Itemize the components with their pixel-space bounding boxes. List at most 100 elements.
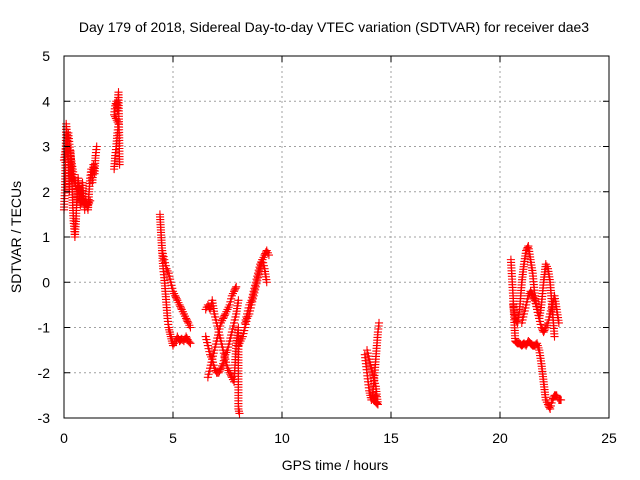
data-point (167, 281, 176, 290)
data-point (523, 243, 532, 252)
data-point (370, 376, 379, 385)
data-point (182, 332, 191, 341)
data-point (214, 368, 223, 377)
data-point (185, 338, 194, 347)
data-point (259, 261, 268, 270)
data-point (526, 287, 535, 296)
data-point (231, 312, 240, 321)
data-point (521, 303, 530, 312)
x-tick-label: 0 (60, 430, 68, 446)
data-point (365, 358, 374, 367)
y-tick-label: -1 (38, 320, 51, 336)
data-point (251, 281, 260, 290)
data-point (547, 398, 556, 407)
data-points (59, 88, 566, 418)
data-point (158, 249, 167, 258)
data-point (219, 346, 228, 355)
data-point (220, 352, 229, 361)
data-point (159, 252, 168, 261)
data-point (368, 367, 377, 376)
data-point (367, 364, 376, 373)
data-point (255, 263, 264, 272)
data-point (243, 306, 252, 315)
data-point (234, 296, 243, 305)
data-point (546, 401, 555, 410)
data-point (208, 355, 217, 364)
data-point (239, 329, 248, 338)
data-point (176, 302, 185, 311)
data-point (374, 318, 384, 328)
y-tick-label: 4 (42, 93, 50, 109)
data-point (543, 400, 553, 409)
data-point (240, 326, 249, 335)
data-point (546, 306, 555, 315)
data-point (207, 358, 216, 367)
data-point (531, 299, 540, 308)
y-tick-label: 5 (42, 48, 50, 64)
data-point (370, 392, 380, 401)
data-point (243, 309, 252, 318)
data-point (554, 318, 563, 328)
data-point (362, 346, 372, 355)
data-point (550, 332, 559, 341)
data-point (203, 300, 212, 309)
data-point (369, 395, 378, 404)
data-point (370, 394, 379, 403)
data-point (518, 315, 527, 325)
data-point (259, 258, 268, 267)
data-point (221, 355, 230, 364)
data-point (222, 361, 231, 370)
data-point (203, 341, 212, 350)
data-point (535, 314, 544, 323)
data-point (253, 269, 263, 278)
data-point (215, 324, 224, 334)
data-point (214, 330, 223, 340)
data-point (254, 266, 263, 275)
y-tick-labels: -3 -2 -1 0 1 2 3 4 5 (38, 48, 51, 426)
data-point (206, 361, 215, 370)
x-tick-labels: 0 5 10 15 20 25 (60, 430, 617, 446)
x-axis-label: GPS time / hours (282, 457, 389, 473)
data-point (213, 334, 222, 343)
data-point (160, 255, 169, 264)
data-point (225, 337, 234, 346)
data-point (264, 251, 273, 260)
data-point (366, 361, 375, 370)
data-point (215, 367, 224, 376)
data-point (210, 309, 219, 318)
data-point (556, 395, 566, 404)
data-point (258, 255, 267, 264)
data-point (212, 337, 221, 346)
data-point (244, 303, 253, 312)
data-point (535, 317, 545, 326)
data-point (202, 335, 211, 344)
data-point (527, 290, 537, 299)
data-point (529, 293, 538, 302)
data-point (86, 196, 95, 205)
data-point (166, 275, 175, 284)
data-point (211, 315, 220, 325)
data-point (232, 282, 241, 291)
data-point (221, 358, 231, 367)
data-point (216, 321, 225, 331)
data-point (225, 368, 234, 377)
data-point (175, 300, 184, 309)
data-point (70, 178, 79, 187)
data-point (161, 261, 170, 270)
data-point (544, 315, 553, 325)
data-point (235, 409, 244, 418)
data-point (251, 278, 260, 287)
data-point (250, 284, 259, 293)
data-point (528, 291, 537, 300)
data-point (229, 287, 239, 296)
data-point (543, 318, 553, 328)
data-point (229, 321, 238, 331)
y-tick-label: -3 (38, 410, 51, 426)
x-tick-label: 5 (169, 430, 177, 446)
data-point (203, 338, 212, 347)
data-point (218, 343, 227, 352)
data-point (228, 324, 237, 334)
data-point (252, 275, 261, 284)
